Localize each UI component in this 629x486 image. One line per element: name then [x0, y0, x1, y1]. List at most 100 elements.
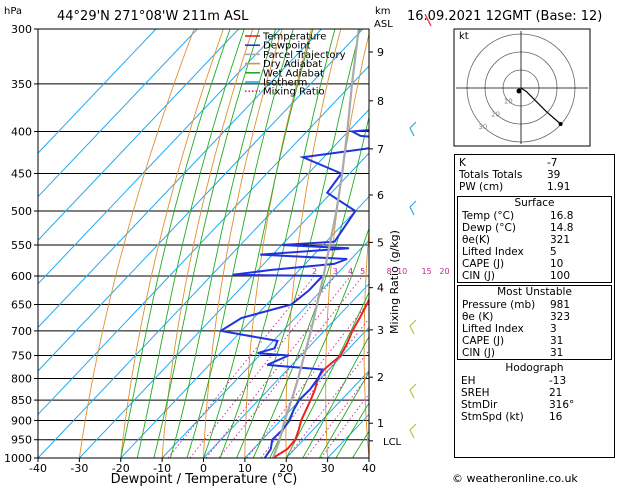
- location-title: 44°29'N 271°08'W 211m ASL: [57, 9, 249, 24]
- asl-label: ASL: [374, 19, 393, 30]
- mixing-ratio-label: 8: [387, 267, 392, 276]
- surface-row: θe(K) 321: [458, 234, 611, 246]
- hpa-label: hPa: [4, 6, 22, 17]
- most-unstable-value: 31: [550, 335, 564, 347]
- wet-adiabat-line: [302, 335, 369, 458]
- wet-adiabat-line: [285, 291, 369, 458]
- dry-adiabat-line: [244, 29, 312, 458]
- index-label: Totals Totals: [459, 169, 523, 181]
- isotherm-line: [38, 29, 198, 198]
- isotherm-line: [38, 65, 369, 416]
- dry-adiabat-line: [161, 29, 254, 458]
- pressure-tick-label: 900: [11, 414, 32, 427]
- legend-entry-label: Parcel Trajectory: [263, 50, 346, 61]
- pressure-tick-label: 700: [11, 325, 32, 338]
- pressure-tick-label: 1000: [4, 452, 32, 465]
- most-unstable-row: Lifted Index 3: [458, 323, 611, 335]
- wet-adiabat-line: [203, 29, 314, 458]
- most-unstable-label: CAPE (J): [462, 335, 505, 347]
- isotherm-line: [38, 108, 369, 458]
- mixing-ratio-label: 10: [397, 267, 407, 276]
- hodograph-endpoint: [558, 122, 563, 126]
- surface-label: CIN (J): [462, 270, 495, 282]
- mixing-ratio-line: [260, 317, 369, 458]
- surface-row: Lifted Index 5: [458, 246, 611, 258]
- most-unstable-row: Pressure (mb) 981: [458, 299, 611, 311]
- surface-value: 5: [550, 246, 557, 258]
- most-unstable-row: CIN (J) 31: [458, 347, 611, 359]
- index-row: PW (cm) 1.91: [455, 181, 614, 193]
- most-unstable-row: CAPE (J) 31: [458, 335, 611, 347]
- mixing-ratio-line: [218, 275, 363, 458]
- surface-label: CAPE (J): [462, 258, 505, 270]
- mixing-ratio-line: [189, 275, 336, 458]
- x-axis-label: Dewpoint / Temperature (°C): [111, 472, 298, 486]
- hodograph-frame: [453, 28, 591, 147]
- mixing-ratio-label: 15: [421, 267, 431, 276]
- surface-row: Dewp (°C) 14.8: [458, 222, 611, 234]
- indices-panel: K -7 Totals Totals 39 PW (cm) 1.91 Surface Te…: [454, 154, 615, 458]
- wet-adiabat-line: [120, 29, 231, 458]
- most-unstable-row: θe (K) 323: [458, 311, 611, 323]
- hodograph: 10 20 30 kt: [453, 28, 591, 147]
- surface-title: Surface: [514, 197, 555, 209]
- surface-value: 10: [550, 258, 564, 270]
- wind-barb: [424, 13, 432, 27]
- wet-adiabat-line: [335, 402, 369, 458]
- pressure-tick-label: 750: [11, 349, 32, 362]
- km-tick-label: 4: [377, 282, 384, 295]
- dry-adiabat-line: [78, 29, 195, 458]
- isotherm-line: [79, 152, 369, 458]
- most-unstable-value: 3: [550, 323, 557, 335]
- isotherm-line: [38, 29, 240, 241]
- hodograph-param-value: -13: [549, 375, 567, 387]
- pressure-tick-label: 350: [11, 78, 32, 91]
- surface-label: θe(K): [462, 234, 490, 246]
- hodograph-unit-label: kt: [459, 31, 469, 42]
- temperature-tick-label: 0: [200, 462, 207, 475]
- hodograph-param-label: StmDir: [461, 399, 498, 411]
- legend-entry-label: Wet Adiabat: [263, 68, 324, 79]
- hodograph-param-row: StmSpd (kt) 16: [457, 411, 612, 423]
- km-tick-label: 7: [377, 143, 384, 156]
- pressure-tick-label: 850: [11, 394, 32, 407]
- wind-barb: [409, 121, 417, 137]
- temperature-tick-label: 40: [362, 462, 376, 475]
- pressure-tick-label: 400: [11, 126, 32, 139]
- surface-label: Lifted Index: [462, 246, 524, 258]
- hodograph-ring-label: 30: [478, 123, 487, 131]
- km-tick-label: 8: [377, 95, 384, 108]
- km-tick-label: 1: [377, 417, 384, 430]
- isotherm-line: [161, 239, 369, 458]
- mixing-ratio-label: 4: [348, 267, 353, 276]
- wet-adiabat-line: [136, 29, 245, 458]
- mixing-ratio-line: [246, 300, 369, 458]
- hodograph-param-row: SREH 21: [457, 387, 612, 399]
- isotherm-line: [38, 29, 281, 285]
- wind-barb: [409, 319, 417, 335]
- mixing-ratio-line: [286, 349, 369, 458]
- most-unstable-label: CIN (J): [462, 347, 495, 359]
- pressure-tick-label: 650: [11, 299, 32, 312]
- mixing-ratio-line: [205, 275, 351, 458]
- hodograph-ring-label: 10: [504, 98, 513, 106]
- index-value: 39: [547, 169, 561, 181]
- hodograph-param-row: StmDir 316°: [457, 399, 612, 411]
- temperature-tick-label: -20: [112, 462, 130, 475]
- legend-entry-label: Dry Adiabat: [263, 59, 322, 70]
- wet-adiabat-line: [236, 29, 361, 458]
- hodograph-param-row: EH -13: [457, 375, 612, 387]
- lcl-label: LCL: [383, 437, 402, 448]
- most-unstable-value: 323: [550, 311, 571, 323]
- pressure-tick-label: 800: [11, 372, 32, 385]
- temperature-tick-label: 20: [279, 462, 293, 475]
- hodograph-table-title: Hodograph: [505, 362, 564, 374]
- wet-adiabat-line: [153, 29, 260, 458]
- surface-label: Temp (°C): [462, 210, 515, 222]
- most-unstable-value: 981: [550, 299, 571, 311]
- hodograph-trace: [520, 87, 561, 125]
- surface-box: Surface Temp (°C) 16.8 Dewp (°C) 14.8 θe(K) 3…: [457, 196, 612, 283]
- datetime-title: 16.09.2021 12GMT (Base: 12): [407, 9, 602, 24]
